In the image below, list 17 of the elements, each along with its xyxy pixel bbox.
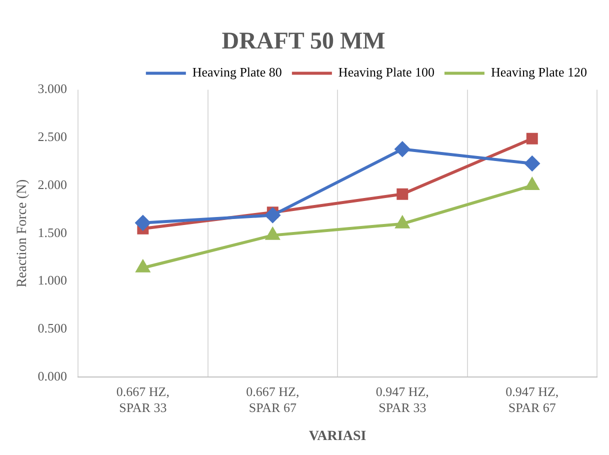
chart-title: DRAFT 50 MM bbox=[222, 28, 386, 55]
x-axis-title: VARIASI bbox=[308, 429, 366, 444]
legend-label: Heaving Plate 80 bbox=[192, 64, 282, 80]
y-tick-label: 0.500 bbox=[38, 320, 68, 336]
y-tick-label: 1.500 bbox=[38, 224, 68, 240]
y-axis-title: Reaction Force (N) bbox=[15, 179, 30, 288]
x-tick-label: 0.947 HZ, SPAR 33 bbox=[376, 384, 429, 415]
y-tick-label: 0.000 bbox=[38, 368, 68, 384]
legend-label: Heaving Plate 120 bbox=[490, 64, 588, 80]
y-tick-label: 3.000 bbox=[38, 81, 68, 96]
y-tick-label: 2.000 bbox=[38, 176, 68, 192]
legend-label: Heaving Plate 100 bbox=[338, 64, 434, 80]
x-tick-label: 0.667 HZ, SPAR 67 bbox=[246, 384, 300, 415]
x-tick-label: 0.667 HZ, SPAR 33 bbox=[116, 384, 170, 415]
y-tick-label: 1.000 bbox=[38, 272, 68, 288]
y-tick-label: 2.500 bbox=[38, 129, 68, 144]
x-tick-label: 0.947 HZ, SPAR 67 bbox=[506, 384, 559, 415]
